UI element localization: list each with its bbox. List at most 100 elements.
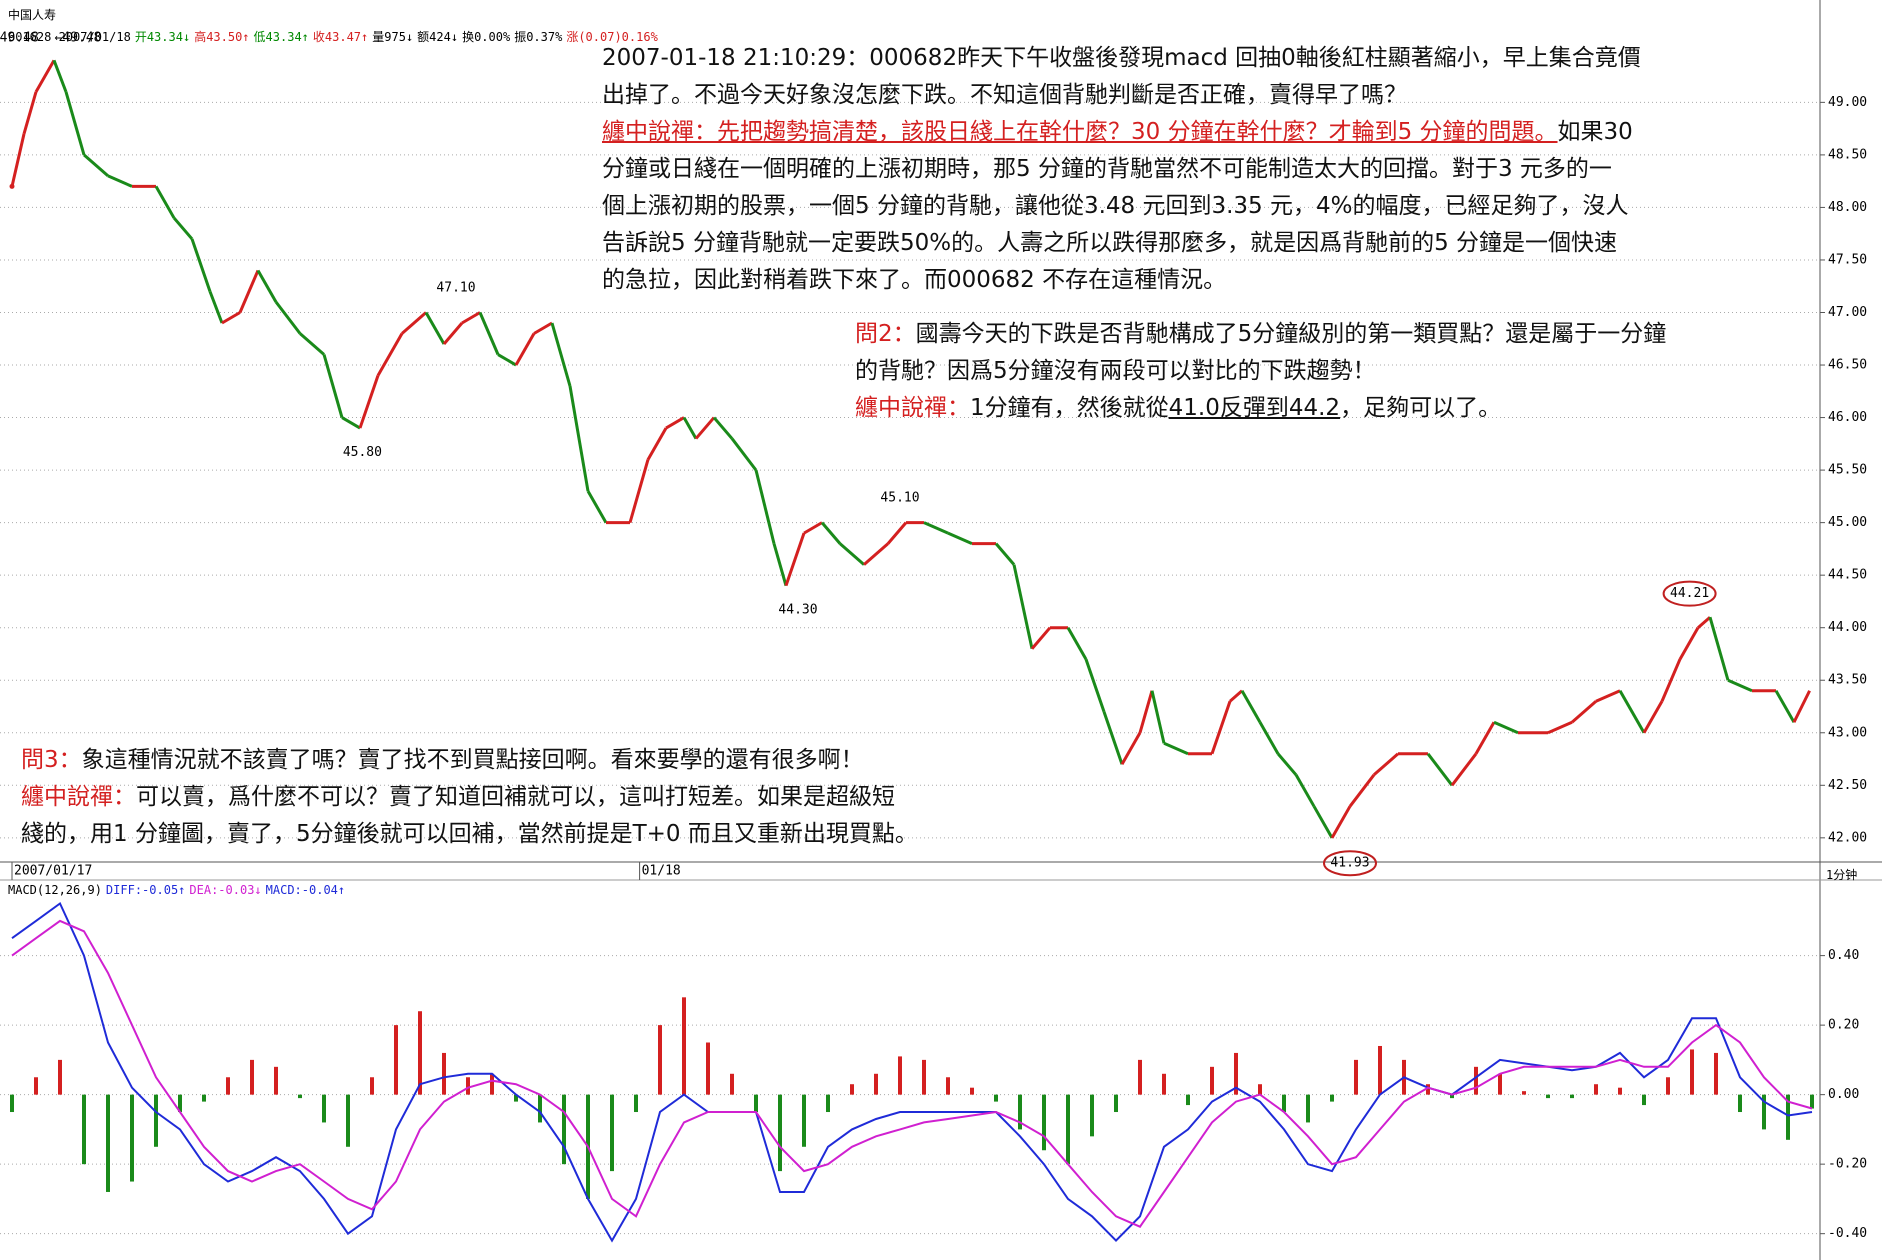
price-segment: [172, 216, 194, 240]
macd-bar: [466, 1077, 470, 1095]
macd-bar: [250, 1059, 254, 1095]
quote-info: 601628 2007/01/18 开43.34↓ 高43.50↑ 低43.34↑ 收4…: [8, 28, 662, 45]
macd-bar: [658, 1025, 662, 1095]
price-segment: [1258, 721, 1280, 755]
text: 綫的，用1 分鐘圖，賣了，5分鐘後就可以回補，當然前提是T+0 而且又重新出現買…: [21, 821, 918, 847]
note-line: 2007-01-18 21:10:29：000682昨天下午收盤後發現macd …: [602, 40, 1641, 77]
price-segment: [358, 375, 380, 429]
price-segment: [1660, 658, 1682, 702]
price-segment: [1102, 711, 1124, 765]
price-segment: [497, 353, 517, 367]
y-tick-label: 43.00: [1828, 725, 1867, 740]
price-segment: [1276, 752, 1298, 776]
text: 個上漲初期的股票，一個5 分鐘的背馳，讓他從3.48 元回到3.35 元，4%的…: [602, 193, 1629, 219]
macd-bar: [1282, 1094, 1286, 1113]
price-segment: [646, 427, 668, 461]
note-block: 問3：象這種情況就不該賣了嗎？賣了找不到買點接回啊。看來要學的還有很多啊！ 纏中…: [21, 742, 918, 853]
price-segment: [190, 238, 212, 292]
macd-bar: [514, 1094, 518, 1102]
macd-bar: [370, 1077, 374, 1095]
macd-bar: [178, 1094, 182, 1113]
macd-bar: [802, 1094, 806, 1147]
text: 告訴說5 分鐘背馳就一定要跌50%的。人壽之所以跌得那麼多，就是因爲背馳前的5 …: [602, 230, 1618, 256]
price-segment: [694, 416, 716, 440]
price-segment: [1120, 732, 1142, 766]
note-line: 告訴說5 分鐘背馳就一定要跌50%的。人壽之所以跌得那麼多，就是因爲背馳前的5 …: [602, 225, 1641, 262]
macd-bar: [922, 1059, 926, 1095]
stock-name: 中国人寿: [8, 8, 57, 22]
price-segment: [22, 91, 38, 135]
macd-bar: [562, 1094, 566, 1165]
text: DEA:-0.03↓: [189, 883, 262, 897]
price-segment: [1774, 689, 1796, 724]
macd-bar: [394, 1025, 398, 1095]
price-segment: [322, 354, 344, 418]
macd-bar: [1786, 1094, 1790, 1140]
price-segment: [665, 416, 685, 430]
price-label: 44.30: [778, 603, 817, 618]
macd-bar: [1210, 1066, 1214, 1095]
y-tick-label: 48.00: [1828, 200, 1867, 215]
price-segment: [1708, 616, 1730, 681]
text: 额424↓: [417, 30, 459, 44]
macd-bar: [1618, 1087, 1622, 1095]
price-segment: [34, 59, 56, 93]
text: 振0.37%: [514, 30, 563, 44]
note-line: 的急拉，因此對稍着跌下來了。而000682 不存在這種情況。: [602, 262, 1641, 299]
text: 41.0反彈到44.2: [1168, 395, 1341, 421]
note-line: 出掉了。不過今天好象沒怎麼下跌。不知這個背馳判斷是否正確，賣得早了嗎？: [602, 77, 1641, 114]
macd-bar: [538, 1094, 542, 1123]
macd-bar: [34, 1077, 38, 1095]
macd-bar: [1114, 1094, 1118, 1113]
y-tick-label: 0.20: [1828, 1018, 1859, 1033]
price-segment: [1792, 690, 1811, 723]
price-segment: [1348, 773, 1376, 808]
price-segment: [376, 332, 404, 377]
price-segment: [299, 332, 325, 356]
macd-bar: [298, 1094, 302, 1099]
macd-bar: [1642, 1094, 1646, 1106]
price-segment: [682, 416, 698, 440]
price-segment: [947, 531, 973, 546]
text: 开43.34↓: [134, 30, 191, 44]
note-line: 纏中說禪：1分鐘有，然後就從41.0反彈到44.2，足夠可以了。: [855, 390, 1666, 427]
price-segment: [1030, 626, 1052, 650]
price-segment: [221, 311, 241, 325]
y-tick-label: 45.00: [1828, 515, 1867, 530]
text: 的背馳？因爲5分鐘沒有兩段可以對比的下跌趨勢！: [855, 358, 1376, 384]
text: 可以賣，爲什麼不可以？賣了知道回補就可以，這叫打短差。如果是超級短: [136, 784, 895, 810]
x-tick-label: 2007/01/17: [14, 864, 92, 879]
macd-bar: [1162, 1073, 1166, 1095]
y-tick-label: 0.00: [1828, 1087, 1859, 1102]
macd-bar: [274, 1066, 278, 1095]
price-segment: [803, 521, 823, 535]
macd-bar: [1258, 1084, 1262, 1095]
price-segment: [154, 185, 176, 219]
price-segment: [1474, 721, 1496, 755]
text: 纏中說禪：: [21, 784, 136, 810]
macd-bar: [58, 1059, 62, 1095]
y-tick-label: 43.50: [1828, 673, 1867, 688]
price-segment: [1210, 700, 1232, 755]
price-segment: [1727, 678, 1753, 693]
y-tick-label: 42.00: [1828, 830, 1867, 845]
price-label: 44.21: [1670, 586, 1709, 601]
price-segment: [274, 301, 302, 335]
macd-bar: [1714, 1052, 1718, 1095]
price-segment: [461, 311, 481, 325]
y-tick-label: 46.50: [1828, 358, 1867, 373]
y-tick-label: 49.00: [1828, 95, 1867, 110]
macd-bar: [1426, 1084, 1430, 1095]
text: 2007-01-18 21:10:29：000682昨天下午收盤後發現macd …: [602, 45, 1641, 71]
price-segment: [1373, 752, 1399, 776]
macd-bar: [154, 1094, 158, 1147]
price-segment: [10, 133, 26, 187]
price-segment: [442, 322, 464, 345]
macd-bar: [1498, 1073, 1502, 1095]
macd-bar: [1522, 1091, 1526, 1095]
price-segment: [1547, 720, 1573, 735]
price-segment: [107, 174, 133, 188]
macd-bar: [1810, 1094, 1814, 1109]
